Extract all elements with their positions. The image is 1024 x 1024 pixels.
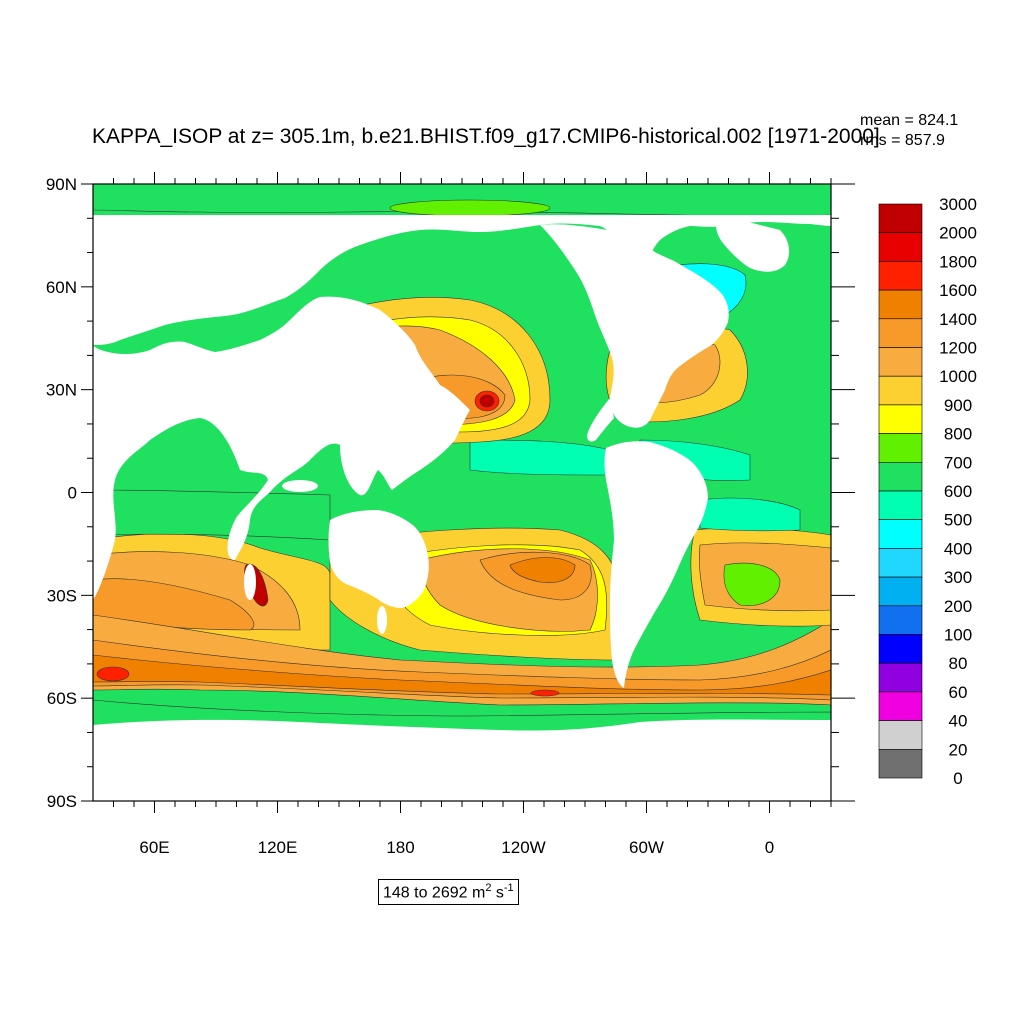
colorbar-swatch [878, 720, 923, 750]
colorbar-swatch [878, 232, 923, 262]
colorbar-swatch [878, 662, 923, 693]
x-tick-label: 180 [386, 838, 414, 857]
colorbar-label: 700 [944, 453, 972, 472]
colorbar-swatch [878, 318, 923, 348]
colorbar-swatch [878, 634, 923, 664]
x-tick-label: 120W [501, 838, 545, 857]
y-tick-label: 30N [46, 381, 77, 400]
colorbar-swatch [878, 576, 923, 607]
y-tick-label: 60N [46, 278, 77, 297]
map-title: KAPPA_ISOP at z= 305.1m, b.e21.BHIST.f09… [92, 125, 880, 148]
colorbar-label: 1200 [939, 339, 977, 358]
colorbar-swatch [878, 605, 923, 635]
colorbar-label: 300 [944, 568, 972, 587]
colorbar-swatch [878, 691, 923, 721]
colorbar-swatch [878, 519, 923, 549]
x-tick-label: 120E [258, 838, 298, 857]
map-area [93, 184, 831, 801]
colorbar-label: 20 [949, 740, 968, 759]
colorbar-label: 40 [949, 712, 968, 731]
colorbar-label: 0 [953, 769, 962, 788]
colorbar-swatch [878, 433, 923, 463]
colorbar-swatch [878, 347, 923, 377]
colorbar-swatch [878, 261, 923, 291]
colorbar-swatch [878, 203, 923, 234]
colorbar-label: 600 [944, 482, 972, 501]
mean-stat: mean = 824.1 [860, 112, 959, 129]
colorbar-swatch [878, 748, 923, 779]
colorbar-label: 400 [944, 539, 972, 558]
colorbar-label: 800 [944, 425, 972, 444]
colorbar-swatch [878, 375, 923, 406]
y-tick-label: 30S [47, 586, 77, 605]
colorbar-label: 1400 [939, 310, 977, 329]
colorbar-label: 80 [949, 654, 968, 673]
y-tick-label: 60S [47, 689, 77, 708]
colorbar-swatch [878, 461, 923, 492]
tick-group: 90N 60N 30N 0 30S 60S 90S 60E 120E 180 120W 60W 0 [46, 172, 855, 857]
colorbar-label: 3000 [939, 195, 977, 214]
colorbar-label: 1800 [939, 252, 977, 271]
colorbar-label: 1000 [939, 367, 977, 386]
y-tick-label: 0 [68, 484, 77, 503]
colorbar-label: 2000 [939, 224, 977, 243]
y-tick-label: 90S [47, 792, 77, 811]
x-tick-label: 0 [765, 838, 774, 857]
colorbar-label: 200 [944, 597, 972, 616]
colorbar-label: 60 [949, 683, 968, 702]
x-tick-label: 60E [139, 838, 169, 857]
rms-stat: rms = 857.9 [860, 132, 945, 149]
colorbar-swatch [878, 548, 923, 578]
y-tick-label: 90N [46, 175, 77, 194]
land-masses [93, 210, 831, 801]
colorbar-label: 1600 [939, 281, 977, 300]
units-label: 148 to 2692 m2 s-1 [378, 879, 519, 906]
colorbar-swatch [878, 289, 923, 320]
colorbar-swatch [878, 404, 923, 434]
x-tick-label: 60W [629, 838, 664, 857]
colorbar-label: 900 [944, 396, 972, 415]
colorbar: 3000200018001600140012001000900800700600… [878, 195, 977, 788]
colorbar-label: 500 [944, 511, 972, 530]
colorbar-swatch [878, 490, 923, 521]
colorbar-label: 100 [944, 626, 972, 645]
